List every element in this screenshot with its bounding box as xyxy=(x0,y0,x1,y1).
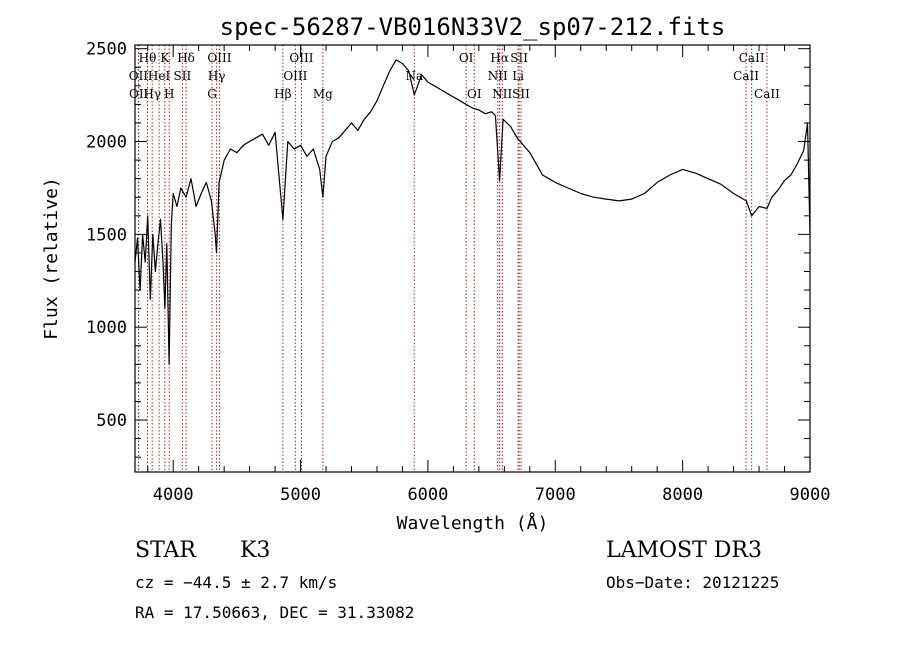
line-marker-label: OII xyxy=(129,69,149,83)
x-tick-label: 4000 xyxy=(153,485,194,505)
line-marker-label: OI xyxy=(459,51,474,65)
observation-date: Obs−Date: 20121225 xyxy=(606,573,780,592)
chart-title: spec-56287-VB016N33V2_sp07-212.fits xyxy=(220,13,726,41)
line-marker-label: OI xyxy=(467,87,482,101)
x-tick-label: 7000 xyxy=(535,485,576,505)
y-tick-label: 1500 xyxy=(86,225,127,245)
line-marker-label: CaII xyxy=(754,87,780,101)
line-marker-label: OIII xyxy=(283,69,307,83)
coordinates: RA = 17.50663, DEC = 31.33082 xyxy=(135,603,415,622)
line-marker-label: Hγ xyxy=(208,69,226,83)
x-axis-label: Wavelength (Å) xyxy=(397,512,549,534)
line-marker-label: NII xyxy=(492,87,512,101)
y-tick-label: 500 xyxy=(96,411,127,431)
x-tick-label: 6000 xyxy=(407,485,448,505)
y-tick-label: 1000 xyxy=(86,318,127,338)
line-marker-label: Hθ xyxy=(139,51,157,65)
line-marker-label: Hα xyxy=(490,51,509,65)
x-tick-label: 8000 xyxy=(662,485,703,505)
line-marker-label: OII xyxy=(129,87,149,101)
line-marker-label: Li xyxy=(512,69,524,83)
redshift-readout: cz = −44.5 ± 2.7 km/s xyxy=(135,573,338,592)
line-marker-label: SII xyxy=(510,51,528,65)
spectrum-series xyxy=(134,59,811,365)
line-marker-label: OIII xyxy=(289,51,313,65)
x-tick-label: 5000 xyxy=(280,485,321,505)
line-marker-label: HeI xyxy=(148,69,171,83)
plot-frame xyxy=(134,44,811,473)
line-marker-label: H xyxy=(164,87,174,101)
x-tick-label: 9000 xyxy=(790,485,831,505)
line-marker-label: Mg xyxy=(313,87,333,101)
y-tick-label: 2000 xyxy=(86,133,127,153)
line-marker-label: Na xyxy=(405,69,423,83)
line-marker-label: CaII xyxy=(733,69,759,83)
y-axis-label: Flux (relative) xyxy=(41,177,62,340)
line-marker-label: Hγ xyxy=(143,87,161,101)
line-marker-label: OIII xyxy=(207,51,231,65)
object-subclass: K3 xyxy=(240,538,271,563)
line-marker-label: Hδ xyxy=(177,51,195,65)
y-tick-label: 2500 xyxy=(86,40,127,60)
object-class: STAR xyxy=(135,538,196,563)
line-marker-label: SII xyxy=(512,87,530,101)
line-marker-label: SII xyxy=(174,69,192,83)
line-marker-label: G xyxy=(207,87,217,101)
line-marker-label: Hβ xyxy=(274,87,291,101)
spectrum-chart: spec-56287-VB016N33V2_sp07-212.fits Hθ OII… xyxy=(41,13,831,534)
line-marker-label: NII xyxy=(488,69,508,83)
line-marker-label: K xyxy=(160,51,170,65)
line-marker-label: CaII xyxy=(739,51,765,65)
survey-label: LAMOST DR3 xyxy=(606,538,762,563)
